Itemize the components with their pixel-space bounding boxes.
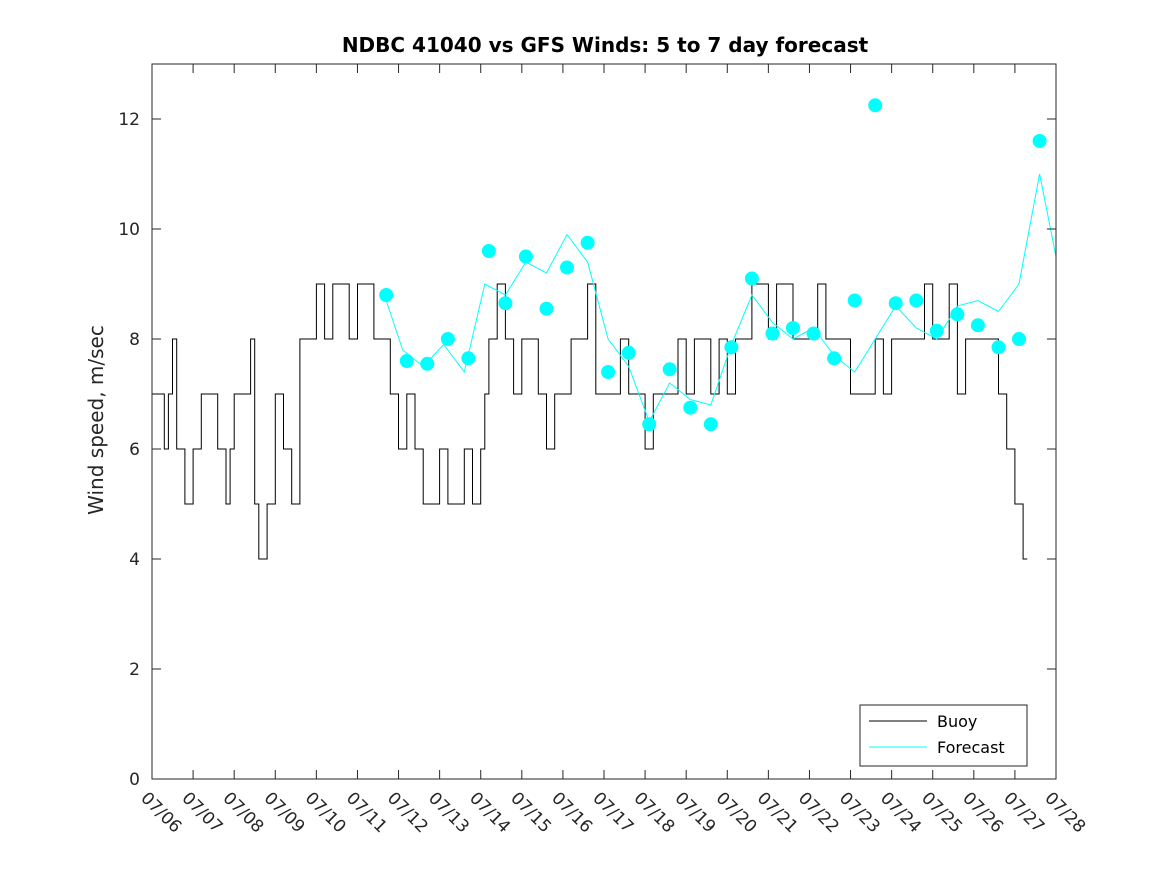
y-tick-label: 4 [129, 550, 140, 570]
forecast-marker [909, 293, 924, 308]
forecast-marker [744, 271, 759, 286]
forecast-marker [847, 293, 862, 308]
forecast-marker [929, 323, 944, 338]
forecast-marker [683, 400, 698, 415]
forecast-marker-layer [379, 98, 1047, 432]
chart-title: NDBC 41040 vs GFS Winds: 5 to 7 day fore… [342, 33, 869, 57]
forecast-marker [481, 244, 496, 258]
y-tick-label: 0 [129, 770, 140, 790]
series-layer [152, 173, 1057, 560]
plot-area [152, 64, 1056, 779]
forecast-marker [498, 296, 513, 311]
forecast-marker [662, 362, 677, 377]
legend: Buoy Forecast [859, 704, 1028, 767]
forecast-marker [1032, 134, 1047, 148]
forecast-marker [379, 288, 394, 302]
forecast-marker [765, 326, 780, 341]
y-tick-label: 8 [129, 330, 140, 350]
series-line-buoy [152, 283, 1028, 560]
forecast-marker [642, 417, 657, 432]
forecast-marker [518, 249, 533, 264]
y-tick-label: 10 [118, 220, 140, 240]
forecast-marker [461, 351, 476, 366]
forecast-marker [724, 340, 739, 355]
forecast-marker [399, 354, 414, 368]
forecast-marker [888, 296, 903, 311]
forecast-marker [539, 301, 554, 316]
legend-box [859, 704, 1028, 767]
forecast-marker [1012, 332, 1026, 346]
y-tick-label: 6 [129, 440, 140, 460]
forecast-marker [970, 318, 985, 333]
y-tick-label: 12 [118, 110, 140, 130]
forecast-marker [601, 365, 616, 379]
forecast-marker [420, 356, 435, 371]
series-line-forecast [385, 173, 1057, 423]
forecast-marker [703, 417, 718, 432]
forecast-marker [950, 307, 965, 322]
forecast-marker [786, 321, 800, 335]
legend-label-buoy: Buoy [937, 712, 977, 731]
y-tick-label: 2 [129, 660, 140, 680]
forecast-marker [868, 98, 883, 113]
forecast-marker [827, 351, 842, 366]
forecast-marker [621, 345, 636, 360]
forecast-marker [806, 326, 821, 341]
forecast-marker [560, 260, 574, 275]
forecast-marker [440, 332, 455, 346]
forecast-marker [580, 235, 595, 250]
y-axis: 0 2 4 6 8 10 12 [118, 110, 1056, 790]
forecast-marker [991, 340, 1006, 355]
y-axis-label: Wind speed, m/sec [84, 325, 108, 515]
legend-label-forecast: Forecast [937, 738, 1005, 757]
